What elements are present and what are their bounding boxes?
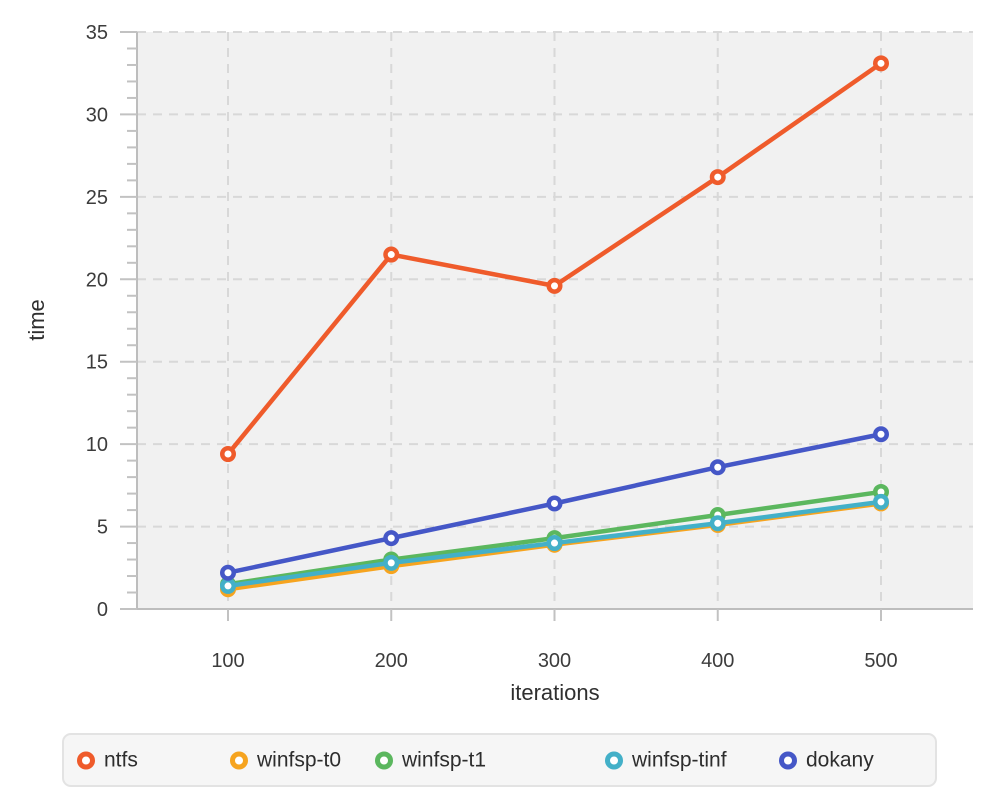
tick-labels: 0 5 10 15 20 25 30 35 100 200 300 400 500	[86, 22, 898, 672]
data-point-ntfs	[873, 55, 889, 72]
data-point-ntfs	[220, 446, 236, 463]
data-point-winfsp-tinf	[873, 493, 889, 510]
line-chart: 0 5 10 15 20 25 30 35 100 200 300 400 500 time itera…	[24, 22, 973, 705]
x-tick-label: 400	[701, 650, 734, 672]
data-point-dokany	[873, 426, 889, 443]
legend-item-dokany[interactable]: dokany	[779, 750, 874, 771]
legend-label: winfsp-t1	[402, 748, 487, 772]
data-point-winfsp-tinf	[546, 535, 563, 552]
legend: ntfs winfsp-t0 winfsp-t1 winfsp-tinf dokany	[62, 733, 937, 787]
legend-item-winfsp-t1[interactable]: winfsp-t1	[375, 750, 486, 771]
legend-marker-icon	[375, 751, 393, 769]
y-tick-label: 35	[86, 22, 108, 44]
legend-marker-icon	[230, 751, 248, 769]
legend-item-ntfs[interactable]: ntfs	[77, 750, 138, 771]
data-point-ntfs	[546, 277, 563, 294]
data-point-dokany	[220, 564, 236, 581]
data-point-ntfs	[383, 246, 400, 263]
x-axis-label: iterations	[510, 680, 599, 705]
legend-marker-icon	[779, 751, 797, 769]
axis-lines	[120, 32, 973, 610]
x-tick-label: 300	[538, 650, 571, 672]
data-point-ntfs	[709, 169, 726, 186]
y-tick-label: 25	[86, 187, 108, 209]
x-tick-label: 100	[211, 650, 244, 672]
y-tick-label: 5	[97, 517, 108, 539]
legend-label: ntfs	[104, 748, 138, 772]
data-point-dokany	[546, 495, 563, 512]
legend-marker-icon	[605, 751, 623, 769]
y-tick-label: 30	[86, 104, 108, 126]
legend-item-winfsp-t0[interactable]: winfsp-t0	[230, 750, 341, 771]
legend-item-winfsp-tinf[interactable]: winfsp-tinf	[605, 750, 727, 771]
y-tick-label: 15	[86, 352, 108, 374]
x-tick-label: 200	[375, 650, 408, 672]
data-point-dokany	[383, 530, 400, 547]
legend-label: dokany	[806, 748, 874, 772]
y-tick-label: 0	[97, 599, 108, 621]
data-series	[220, 55, 889, 598]
series-dokany	[220, 426, 889, 581]
data-point-winfsp-tinf	[709, 515, 726, 532]
y-axis-label: time	[24, 299, 49, 341]
data-point-winfsp-tinf	[220, 577, 236, 594]
data-point-dokany	[709, 459, 726, 476]
series-winfsp-tinf	[220, 493, 889, 594]
axis-ticks	[120, 31, 882, 621]
series-ntfs	[220, 55, 889, 463]
y-tick-label: 10	[86, 434, 108, 456]
legend-label: winfsp-t0	[257, 748, 342, 772]
y-tick-label: 20	[86, 269, 108, 291]
legend-label: winfsp-tinf	[632, 748, 727, 772]
data-point-winfsp-tinf	[383, 554, 400, 571]
legend-marker-icon	[77, 751, 95, 769]
x-tick-label: 500	[864, 650, 897, 672]
